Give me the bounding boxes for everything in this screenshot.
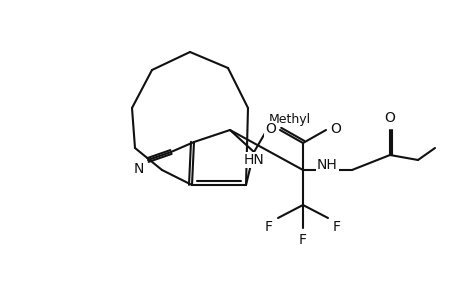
Text: O: O <box>329 122 340 136</box>
Text: F: F <box>264 220 272 234</box>
Text: F: F <box>298 233 306 247</box>
Text: Methyl: Methyl <box>269 113 310 126</box>
Text: N: N <box>133 162 144 176</box>
Text: HN: HN <box>243 153 264 167</box>
Text: S: S <box>254 154 263 168</box>
Text: F: F <box>332 220 340 234</box>
Text: O: O <box>264 122 275 136</box>
Text: NH: NH <box>316 158 337 172</box>
Text: O: O <box>384 111 395 125</box>
